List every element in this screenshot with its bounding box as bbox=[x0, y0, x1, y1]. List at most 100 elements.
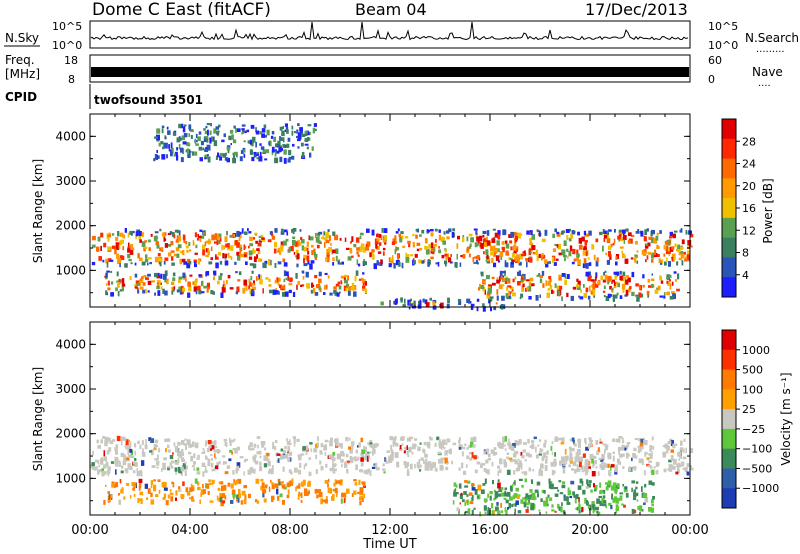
echo-cell bbox=[120, 440, 123, 446]
echo-cell bbox=[154, 292, 156, 296]
echo-cell bbox=[665, 249, 670, 255]
echo-cell bbox=[158, 259, 161, 265]
echo-cell bbox=[570, 457, 574, 460]
echo-cell bbox=[502, 441, 505, 446]
echo-cell bbox=[187, 281, 191, 287]
echo-cell bbox=[588, 504, 592, 511]
echo-cell bbox=[336, 480, 340, 484]
power-colorbar-swatch bbox=[722, 158, 736, 179]
echo-cell bbox=[528, 467, 532, 472]
echo-cell bbox=[162, 466, 167, 470]
echo-cell bbox=[572, 248, 576, 255]
echo-cell bbox=[456, 507, 460, 512]
echo-cell bbox=[248, 445, 251, 451]
echo-cell bbox=[309, 152, 312, 158]
echo-cell bbox=[105, 290, 108, 295]
echo-cell bbox=[148, 437, 152, 442]
echo-cell bbox=[144, 444, 147, 450]
echo-cell bbox=[300, 142, 304, 147]
echo-cell bbox=[619, 295, 623, 299]
echo-cell bbox=[167, 466, 170, 471]
echo-cell bbox=[351, 255, 354, 258]
echo-cell bbox=[389, 436, 394, 441]
echo-cell bbox=[564, 279, 567, 285]
echo-cell bbox=[239, 456, 244, 459]
echo-cell bbox=[482, 306, 486, 312]
echo-cell bbox=[101, 468, 105, 471]
echo-cell bbox=[375, 462, 378, 468]
echo-cell bbox=[514, 236, 518, 241]
echo-cell bbox=[273, 248, 277, 254]
echo-cell bbox=[274, 157, 279, 164]
echo-cell bbox=[566, 292, 569, 298]
echo-cell bbox=[157, 257, 162, 262]
echo-cell bbox=[129, 448, 133, 453]
echo-cell bbox=[238, 488, 241, 495]
echo-cell bbox=[401, 262, 404, 269]
echo-cell bbox=[317, 442, 319, 448]
echo-cell bbox=[177, 441, 181, 446]
echo-cell bbox=[363, 493, 366, 499]
echo-cell bbox=[276, 488, 279, 495]
echo-cell bbox=[176, 230, 179, 234]
echo-cell bbox=[227, 252, 230, 257]
echo-cell bbox=[141, 440, 144, 445]
echo-cell bbox=[112, 439, 116, 442]
echo-cell bbox=[469, 441, 474, 448]
echo-cell bbox=[584, 441, 587, 445]
echo-cell bbox=[346, 488, 350, 494]
echo-cell bbox=[619, 495, 623, 501]
echo-cell bbox=[207, 440, 212, 445]
echo-cell bbox=[351, 493, 354, 497]
echo-cell bbox=[479, 511, 481, 517]
echo-cell bbox=[144, 246, 148, 249]
echo-cell bbox=[568, 250, 572, 257]
echo-cell bbox=[570, 233, 574, 239]
echo-cell bbox=[196, 471, 201, 475]
echo-cell bbox=[346, 283, 350, 289]
echo-cell bbox=[619, 246, 624, 249]
echo-cell bbox=[200, 140, 204, 146]
echo-cell bbox=[274, 241, 278, 248]
echo-cell bbox=[474, 469, 478, 474]
power-colorbar-tick-label: 4 bbox=[742, 269, 749, 282]
echo-cell bbox=[429, 463, 433, 468]
echo-cell bbox=[295, 487, 297, 492]
echo-cell bbox=[680, 440, 683, 446]
echo-cell bbox=[139, 286, 144, 290]
nsky-right-tick-top: 10^5 bbox=[708, 20, 738, 33]
echo-cell bbox=[160, 258, 163, 262]
echo-cell bbox=[176, 447, 179, 453]
echo-cell bbox=[601, 498, 605, 504]
echo-cell bbox=[263, 463, 268, 468]
echo-cell bbox=[388, 263, 392, 268]
echo-cell bbox=[261, 237, 265, 240]
echo-cell bbox=[259, 466, 263, 472]
echo-cell bbox=[107, 491, 110, 495]
echo-cell bbox=[231, 489, 236, 495]
echo-cell bbox=[119, 461, 121, 467]
echo-cell bbox=[462, 470, 467, 475]
echo-cell bbox=[330, 437, 333, 442]
echo-cell bbox=[96, 246, 100, 252]
echo-cell bbox=[482, 230, 487, 235]
echo-cell bbox=[206, 144, 211, 151]
echo-cell bbox=[255, 240, 259, 244]
echo-cell bbox=[407, 468, 409, 474]
echo-cell bbox=[606, 444, 609, 447]
echo-cell bbox=[327, 478, 330, 483]
echo-cell bbox=[596, 257, 599, 262]
echo-cell bbox=[378, 233, 381, 238]
echo-cell bbox=[346, 469, 349, 473]
echo-cell bbox=[227, 247, 229, 251]
echo-cell bbox=[156, 244, 160, 249]
echo-cell bbox=[653, 238, 658, 244]
echo-cell bbox=[528, 282, 532, 289]
echo-cell bbox=[326, 248, 331, 255]
echo-cell bbox=[515, 500, 519, 505]
echo-cell bbox=[134, 262, 137, 266]
echo-cell bbox=[644, 497, 649, 503]
echo-cell bbox=[260, 478, 264, 482]
echo-cell bbox=[323, 237, 328, 241]
echo-cell bbox=[364, 281, 367, 286]
